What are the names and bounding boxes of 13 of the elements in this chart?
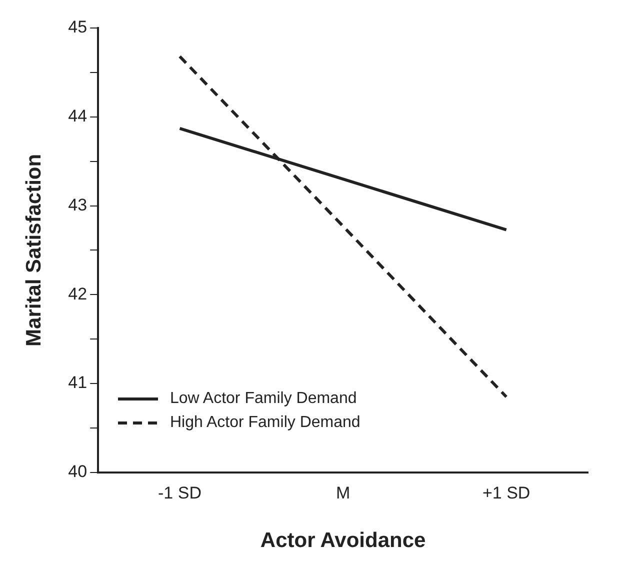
y-tick-label: 42: [68, 284, 88, 304]
legend-label: Low Actor Family Demand: [170, 390, 357, 408]
x-tick-label: M: [336, 483, 350, 502]
x-tick-label: +1 SD: [482, 483, 530, 502]
y-axis-title: Marital Satisfaction: [22, 154, 46, 346]
legend-label: High Actor Family Demand: [170, 414, 360, 432]
x-axis-title: Actor Avoidance: [260, 529, 426, 552]
y-tick-label: 45: [68, 18, 88, 37]
y-tick-label: 41: [68, 373, 88, 392]
y-tick-label: 43: [68, 195, 88, 214]
y-tick-label: 44: [68, 106, 88, 126]
y-tick-label: 40: [68, 462, 88, 482]
x-tick-label: -1 SD: [158, 483, 202, 502]
